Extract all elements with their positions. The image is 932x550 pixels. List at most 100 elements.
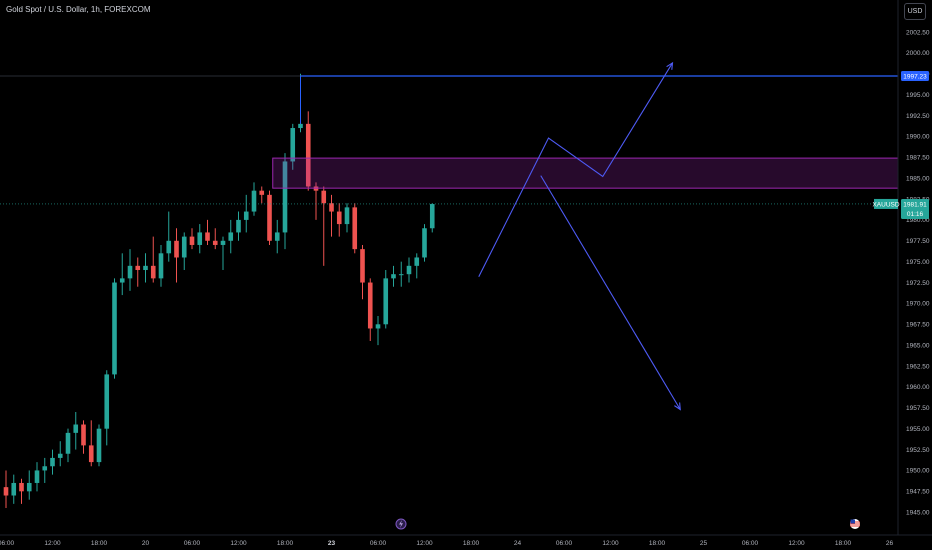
candle-body <box>57 453 63 458</box>
countdown-text: 01:16 <box>907 211 924 218</box>
candle-body <box>212 240 218 245</box>
current-price-tag <box>901 198 929 219</box>
time-tick-label: 06:00 <box>184 540 201 547</box>
candle-body <box>135 265 141 271</box>
time-tick-label: 20 <box>142 540 150 547</box>
candle-body <box>228 232 234 241</box>
price-tick-label: 2000.00 <box>906 50 930 57</box>
time-tick-label: 18:00 <box>463 540 480 547</box>
price-tick-label: 1960.00 <box>906 384 930 391</box>
resistance-price-tag <box>901 71 929 82</box>
candle-body <box>251 190 257 212</box>
candle-body <box>65 432 71 454</box>
candle-body <box>220 240 226 245</box>
candle-body <box>197 232 203 245</box>
candle-body <box>96 428 102 463</box>
candle-body <box>166 240 172 254</box>
candle-body <box>11 482 17 496</box>
time-tick-label: 18:00 <box>649 540 666 547</box>
candle-body <box>321 190 327 204</box>
candle-body <box>181 236 187 258</box>
candle-body <box>119 278 125 283</box>
time-tick-label: 18:00 <box>91 540 108 547</box>
candle-body <box>329 203 334 212</box>
candle-body <box>352 207 358 250</box>
candle-body <box>81 424 86 446</box>
candle-body <box>282 161 288 233</box>
price-tick-label: 1950.00 <box>906 468 930 475</box>
symbol-tag-text: XAUUSD <box>872 201 899 208</box>
candle-body <box>88 445 94 463</box>
chart-title: Gold Spot / U.S. Dollar, 1h, FOREXCOM <box>6 5 151 14</box>
price-tick-label: 1987.50 <box>906 155 930 162</box>
price-tick-label: 1985.00 <box>906 175 930 182</box>
currency-button[interactable]: USD <box>904 3 926 20</box>
candle-body <box>3 487 9 496</box>
resistance-price-tag-text: 1997.23 <box>903 73 927 80</box>
time-tick-label: 12:00 <box>416 540 433 547</box>
price-tick-label: 1992.50 <box>906 113 930 120</box>
candle-body <box>305 123 311 187</box>
price-tick-label: 1977.50 <box>906 238 930 245</box>
price-tick-label: 1945.00 <box>906 510 930 517</box>
time-tick-label: 06:00 <box>742 540 759 547</box>
candle-body <box>104 374 110 429</box>
price-tick-label: 1990.00 <box>906 134 930 141</box>
us-flag-event-icon[interactable] <box>850 519 860 529</box>
candle-body <box>243 211 249 220</box>
current-price-tag-text: 1981.91 <box>903 201 927 208</box>
time-tick-label: 12:00 <box>230 540 247 547</box>
candle-body <box>205 232 210 241</box>
price-tick-label: 2002.50 <box>906 29 930 36</box>
candle-body <box>26 482 32 492</box>
candle-body <box>391 274 396 279</box>
time-tick-label: 26 <box>886 540 894 547</box>
drawings-layer[interactable] <box>0 61 899 411</box>
candle-body <box>73 424 79 433</box>
lightning-event-icon[interactable] <box>395 518 407 530</box>
time-tick-label: 06:00 <box>370 540 387 547</box>
candle-body <box>274 232 280 241</box>
time-axis[interactable]: 06:00 12:00 18:00 20 06:00 12:00 18:00 23 06:00 1… <box>0 534 932 547</box>
candle-bodies <box>3 123 435 496</box>
candle-body <box>429 204 435 229</box>
candle-body <box>158 253 164 279</box>
candle-body <box>336 211 342 225</box>
time-tick-label: 12:00 <box>602 540 619 547</box>
candle-body <box>42 466 48 471</box>
time-tick-label: 06:00 <box>556 540 573 547</box>
candle-body <box>367 282 373 329</box>
event-markers[interactable] <box>395 518 860 530</box>
candle-body <box>406 265 412 275</box>
time-tick-label: 25 <box>700 540 708 547</box>
time-tick-label: 24 <box>514 540 522 547</box>
time-tick-label: 23 <box>328 540 336 547</box>
candle-body <box>19 482 24 492</box>
candle-body <box>150 265 156 279</box>
time-tick-label: 18:00 <box>277 540 294 547</box>
candle-body <box>290 128 296 162</box>
price-tick-label: 1980.00 <box>906 217 930 224</box>
time-tick-label: 12:00 <box>788 540 805 547</box>
candle-body <box>50 457 55 467</box>
price-tick-label: 1952.50 <box>906 447 930 454</box>
bearish-arrowhead <box>674 402 681 411</box>
candle-body <box>375 324 381 329</box>
candle-body <box>127 265 133 279</box>
price-tags: 1997.23 XAUUSD 1981.91 01:16 <box>872 71 929 219</box>
candle-body <box>259 190 265 195</box>
candle-body <box>298 123 303 129</box>
price-tick-label: 1995.00 <box>906 92 930 99</box>
candle-body <box>112 282 117 375</box>
candle-body <box>174 240 179 258</box>
candle-body <box>267 194 272 241</box>
bearish-projection-path <box>540 175 681 410</box>
symbol-tag <box>874 198 898 209</box>
price-tick-label: 1975.00 <box>906 259 930 266</box>
candle-body <box>422 228 427 258</box>
price-axis[interactable]: 2002.502000.001997.501995.001992.501990.… <box>897 0 930 535</box>
candle-body <box>236 219 241 233</box>
candle-body <box>398 274 404 276</box>
price-tick-label: 1970.00 <box>906 301 930 308</box>
